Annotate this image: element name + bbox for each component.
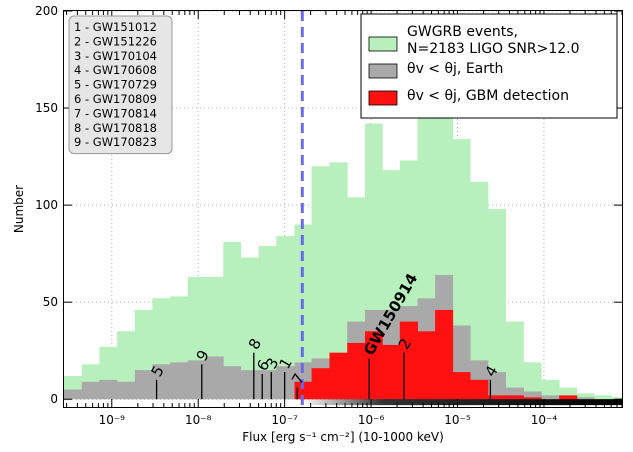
histogram-bar — [470, 181, 489, 400]
histogram-bar — [258, 245, 277, 400]
y-tick-label: 100 — [35, 198, 58, 212]
histogram-bar — [294, 224, 312, 400]
x-tick-label: 10⁻⁹ — [99, 413, 126, 427]
histogram-bar — [470, 379, 489, 400]
events-legend-entry: 1 - GW151012 — [74, 20, 157, 34]
x-tick-label: 10⁻⁴ — [531, 413, 558, 427]
histogram-bar — [240, 370, 260, 400]
events-legend-entry: 9 - GW170823 — [74, 135, 157, 149]
histogram-bar — [487, 395, 506, 400]
histogram-bar — [523, 362, 542, 400]
detection-limit-band — [302, 399, 622, 406]
histogram-bar — [81, 381, 100, 400]
events-legend-entry: 6 - GW170809 — [74, 92, 157, 106]
histogram-bar — [487, 209, 506, 400]
legend-swatch — [368, 63, 398, 79]
histogram-bar — [294, 381, 312, 400]
histogram-bar — [541, 395, 560, 400]
y-tick-label: 200 — [35, 4, 58, 18]
histogram-bar — [117, 381, 136, 400]
x-tick-label: 10⁻⁷ — [271, 413, 298, 427]
legend-label: GWGRB events, — [407, 24, 518, 40]
events-legend-entry: 8 - GW170818 — [74, 121, 157, 135]
histogram-bar — [329, 352, 348, 400]
histogram-bar — [541, 379, 560, 400]
histogram-bar — [258, 370, 277, 400]
series-3-bars — [294, 309, 578, 400]
events-legend-entry: 7 - GW170814 — [74, 106, 157, 120]
histogram-bar — [523, 397, 542, 400]
events-legend-box — [68, 15, 173, 155]
histogram-bar — [505, 395, 524, 400]
histogram-bar — [417, 331, 436, 400]
histogram-bar — [311, 368, 330, 400]
histogram-bar — [505, 387, 524, 400]
legend-label: N=2183 LIGO SNR>12.0 — [407, 41, 580, 57]
legend-label: θv < θj, Earth — [407, 61, 503, 77]
histogram-bars — [64, 20, 623, 400]
histogram-bar — [276, 236, 295, 400]
legend-swatch — [368, 36, 398, 52]
histogram-bar — [523, 391, 542, 400]
y-tick-label: 0 — [50, 392, 58, 406]
histogram-bar — [347, 342, 366, 400]
x-axis-label: Flux [erg s⁻¹ cm⁻²] (10-1000 keV) — [242, 430, 444, 444]
events-legend-entry: 4 - GW170608 — [74, 63, 157, 77]
histogram-bar — [559, 395, 578, 400]
histogram-bar — [223, 242, 242, 400]
series-legend-box — [360, 13, 618, 119]
series-legend: GWGRB events,N=2183 LIGO SNR>12.0 θv < θj… — [360, 13, 618, 119]
events-legend-entry: 3 - GW170104 — [74, 49, 157, 63]
legend-swatch — [368, 90, 398, 106]
y-axis-label: Number — [12, 185, 26, 233]
histogram-bar — [382, 344, 401, 400]
histogram-bar — [399, 321, 418, 400]
histogram-bar — [205, 356, 224, 400]
histogram-bar — [505, 321, 524, 400]
events-legend-entry: 5 - GW170729 — [74, 78, 157, 92]
events-legend-entry: 2 - GW151226 — [74, 34, 157, 48]
histogram-bar — [487, 372, 506, 400]
histogram-bar — [611, 397, 623, 400]
histogram-bar — [187, 360, 206, 400]
histogram-bar — [435, 309, 454, 400]
histogram-bar — [276, 366, 295, 400]
detection-limit-bar — [302, 399, 622, 406]
x-tick-label: 10⁻⁸ — [185, 413, 212, 427]
legend-label: θv < θj, GBM detection — [407, 88, 569, 104]
histogram-bar — [576, 393, 595, 400]
histogram-bar — [170, 362, 189, 400]
histogram-bar — [311, 166, 330, 400]
y-tick-label: 50 — [43, 295, 58, 309]
histogram-bar — [223, 366, 242, 400]
plot-frame — [63, 10, 623, 408]
histogram-bar — [99, 379, 118, 400]
histogram-bar — [329, 162, 348, 400]
histogram-bar — [134, 370, 153, 400]
histogram-bar — [594, 395, 613, 400]
histogram-bar — [452, 372, 471, 400]
y-tick-label: 150 — [35, 101, 58, 115]
x-tick-label: 10⁻⁶ — [358, 413, 385, 427]
axis-ticks: 10⁻⁹ 10⁻⁸ 10⁻⁷ 10⁻⁶ 10⁻⁵ 10⁻⁴ 0 50 100 150 200 — [35, 4, 623, 427]
histogram-bar — [64, 389, 83, 400]
histogram-bar — [559, 387, 578, 400]
histogram-bar — [576, 397, 595, 400]
x-tick-label: 10⁻⁵ — [444, 413, 471, 427]
